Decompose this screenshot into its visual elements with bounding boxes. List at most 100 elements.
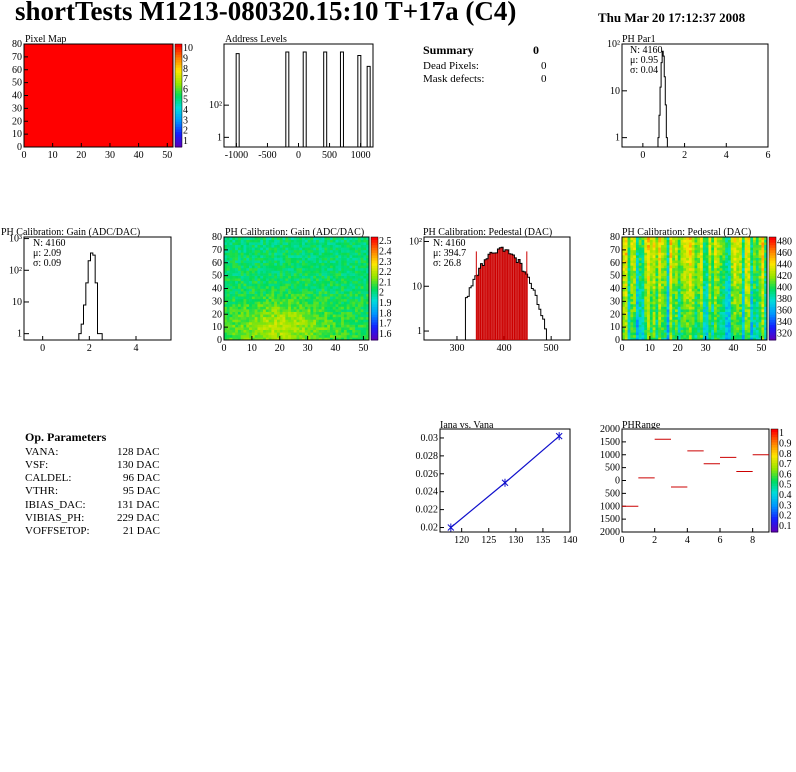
heatmap-cell [246,255,250,258]
heatmap-cell [719,260,723,264]
heatmap-cell [711,267,715,271]
heatmap-cell [764,288,768,292]
heatmap-cell [753,303,757,307]
heatmap-cell [224,316,228,320]
heatmap-cell [719,296,723,300]
heatmap-cell [624,324,628,328]
heatmap-cell [229,298,233,302]
heatmap-cell [268,255,272,258]
heatmap-cell [254,265,258,269]
heatmap-cell [691,252,695,256]
heatmap-cell [307,278,311,282]
heatmap-cell [758,327,762,331]
heatmap-cell [755,316,759,320]
heatmap-cell [638,296,642,300]
heatmap-cell [638,262,642,266]
heatmap-cell [355,291,359,294]
heatmap-cell [663,239,667,243]
heatmap-cell [661,337,665,341]
heatmap-cell [265,262,269,266]
heatmap-cell [624,265,628,269]
param-label: VSF: [25,459,49,471]
heatmap-cell [658,332,662,336]
palette-cell [175,92,182,96]
heatmap-cell [279,242,283,246]
heatmap-cell [293,301,297,305]
heatmap-cell [232,301,236,305]
heatmap-cell [680,270,684,274]
heatmap-cell [688,319,693,323]
heatmap-cell [288,275,292,279]
heatmap-cell [363,280,367,284]
heatmap-cell [708,288,712,292]
heatmap-cell [299,298,303,302]
heatmap-cell [296,306,300,310]
heatmap-cell [282,239,286,243]
heatmap-cell [761,324,765,328]
palette-cell [771,454,778,458]
heatmap-cell [638,321,642,325]
heatmap-cell [285,280,289,284]
y-tick-label: 0 [615,335,620,346]
heatmap-cell [249,247,253,251]
heatmap-cell [341,242,345,246]
heatmap-cell [652,267,656,271]
heatmap-cell [304,303,308,307]
heatmap-cell [304,329,308,333]
heatmap-cell [758,283,762,287]
heatmap-cell [229,267,233,271]
heatmap-cell [316,337,320,341]
heatmap-cell [299,255,303,258]
heatmap-cell [352,280,356,284]
heatmap-cell [237,306,242,310]
heatmap-cell [352,324,356,328]
heatmap-cell [702,283,706,287]
heatmap-cell [357,270,361,274]
heatmap-cell [299,288,303,292]
heatmap-cell [755,262,759,266]
heatmap-cell [727,273,732,276]
heatmap-cell [658,278,662,282]
heatmap-cell [750,298,754,302]
heatmap-cell [680,280,684,284]
heatmap-cell [722,288,726,292]
heatmap-cell [279,283,283,287]
heatmap-cell [338,296,342,300]
heatmap-cell [652,298,656,302]
heatmap-cell [674,296,679,300]
heatmap-cell [652,288,656,292]
heatmap-cell [702,285,706,289]
heatmap-cell [764,255,768,258]
heatmap-cell [232,311,236,315]
heatmap-cell [652,291,656,294]
heatmap-cell [307,303,311,307]
heatmap-cell [725,288,729,292]
heatmap-cell [711,283,715,287]
heatmap-cell [254,316,258,320]
heatmap-cell [764,237,768,240]
heatmap-cell [741,329,745,333]
heatmap-cell [736,324,740,328]
heatmap-cell [285,283,289,287]
heatmap-cell [313,327,317,331]
heatmap-cell [316,334,320,338]
heatmap-cell [666,280,670,284]
heatmap-cell [758,319,762,323]
heatmap-cell [296,255,300,258]
heatmap-cell [224,283,228,287]
heatmap-cell [647,262,651,266]
heatmap-cell [349,244,353,248]
heatmap-cell [341,311,345,315]
heatmap-cell [733,298,737,302]
heatmap-cell [719,327,723,331]
heatmap-cell [240,280,244,284]
heatmap-cell [652,303,656,307]
heatmap-cell [304,288,308,292]
heatmap-cell [658,280,662,284]
heatmap-cell [730,306,734,310]
heatmap-cell [666,278,670,282]
heatmap-cell [644,255,648,258]
heatmap-cell [338,324,342,328]
heatmap-cell [674,280,679,284]
heatmap-cell [265,337,269,341]
